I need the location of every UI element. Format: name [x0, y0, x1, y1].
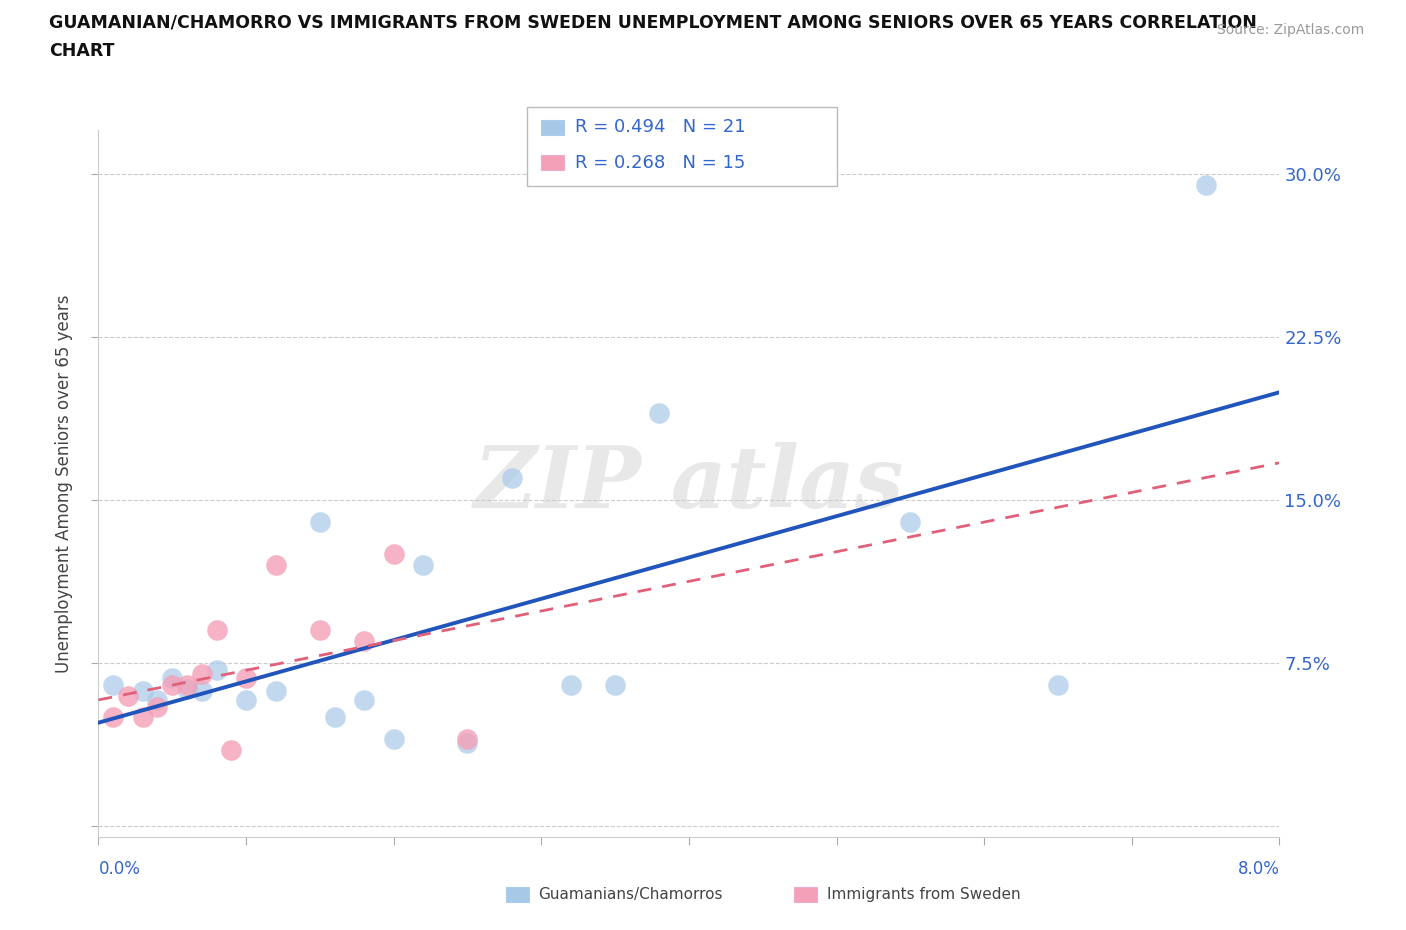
Point: [382, 547, 405, 562]
Point: [162, 671, 183, 685]
Point: [353, 634, 375, 649]
Point: [264, 558, 287, 573]
Text: Guamanians/Chamorros: Guamanians/Chamorros: [538, 887, 723, 902]
Point: [146, 693, 169, 708]
Point: [191, 667, 214, 682]
Text: Immigrants from Sweden: Immigrants from Sweden: [827, 887, 1021, 902]
Text: R = 0.268   N = 15: R = 0.268 N = 15: [575, 153, 745, 172]
Point: [648, 405, 671, 420]
Point: [456, 736, 478, 751]
Text: ZIP atlas: ZIP atlas: [474, 442, 904, 525]
Point: [1194, 177, 1216, 192]
Text: GUAMANIAN/CHAMORRO VS IMMIGRANTS FROM SWEDEN UNEMPLOYMENT AMONG SENIORS OVER 65 : GUAMANIAN/CHAMORRO VS IMMIGRANTS FROM SW…: [49, 14, 1257, 32]
Point: [205, 623, 228, 638]
Text: 8.0%: 8.0%: [1237, 860, 1279, 878]
Point: [132, 710, 155, 724]
Point: [103, 677, 125, 692]
Point: [308, 514, 332, 529]
Point: [605, 677, 627, 692]
Point: [264, 684, 287, 698]
Point: [176, 677, 198, 692]
Point: [308, 623, 332, 638]
Text: Source: ZipAtlas.com: Source: ZipAtlas.com: [1216, 23, 1364, 37]
Point: [103, 710, 125, 724]
Point: [560, 677, 582, 692]
Point: [219, 742, 242, 757]
Point: [1046, 677, 1069, 692]
Point: [501, 471, 523, 485]
Y-axis label: Unemployment Among Seniors over 65 years: Unemployment Among Seniors over 65 years: [55, 295, 73, 672]
Text: R = 0.494   N = 21: R = 0.494 N = 21: [575, 118, 745, 137]
Point: [176, 682, 198, 697]
Point: [412, 558, 434, 573]
Point: [235, 693, 257, 708]
Point: [162, 677, 183, 692]
Point: [205, 662, 228, 677]
Point: [146, 699, 169, 714]
Point: [323, 710, 346, 724]
Point: [456, 732, 478, 747]
Text: 0.0%: 0.0%: [98, 860, 141, 878]
Point: [900, 514, 922, 529]
Point: [235, 671, 257, 685]
Point: [191, 684, 214, 698]
Point: [353, 693, 375, 708]
Point: [132, 684, 155, 698]
Point: [117, 688, 139, 703]
Text: CHART: CHART: [49, 42, 115, 60]
Point: [382, 732, 405, 747]
